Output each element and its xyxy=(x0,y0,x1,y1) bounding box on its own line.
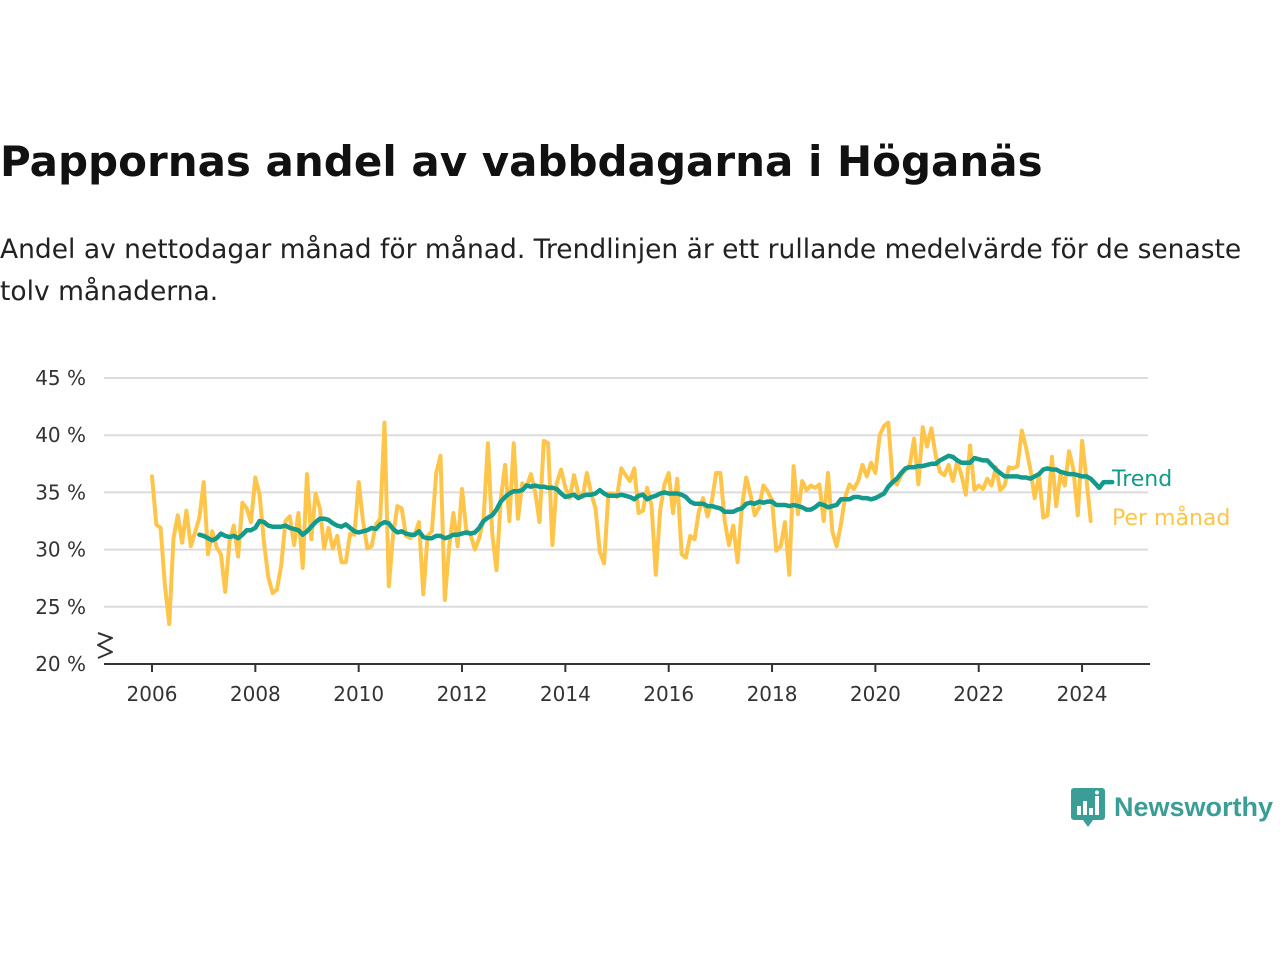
inline-legend: Trend Per månad xyxy=(1111,467,1230,531)
x-tick-label: 2012 xyxy=(437,682,488,706)
x-tick-label: 2006 xyxy=(127,682,178,706)
y-tick-label: 25 % xyxy=(35,595,86,619)
y-tick-label: 45 % xyxy=(35,366,86,390)
legend-label-monthly: Per månad xyxy=(1112,505,1230,531)
x-tick-label: 2022 xyxy=(953,682,1004,706)
newsworthy-logo-icon xyxy=(1071,788,1105,827)
series-lines xyxy=(150,420,1115,626)
grid-lines xyxy=(104,377,1148,608)
trend-series-line xyxy=(197,453,1115,543)
x-tick-label: 2014 xyxy=(540,682,591,706)
x-tick-label: 2008 xyxy=(230,682,281,706)
x-tick-label: 2018 xyxy=(747,682,798,706)
y-tick-label: 30 % xyxy=(35,538,86,562)
legend-label-trend: Trend xyxy=(1111,467,1172,492)
newsworthy-logo: Newsworthy xyxy=(1071,785,1280,829)
y-tick-label: 20 % xyxy=(35,652,86,676)
chart-subtitle: Andel av nettodagar månad för månad. Tre… xyxy=(0,234,1242,307)
chart-title: Pappornas andel av vabbdagarna i Höganäs xyxy=(0,137,1043,186)
x-tick-label: 2020 xyxy=(850,682,901,706)
x-tick-label: 2016 xyxy=(643,682,694,706)
x-tick-label: 2024 xyxy=(1057,682,1108,706)
y-tick-label: 35 % xyxy=(35,480,86,504)
y-tick-label: 40 % xyxy=(35,423,86,447)
brand-name: Newsworthy xyxy=(1114,791,1274,822)
monthly-series-line xyxy=(150,420,1093,626)
axes: 20 % 25 % 30 % 35 % 40 % 45 % 2006 2008 2010 2012… xyxy=(35,366,1150,706)
axis-break-icon xyxy=(97,632,113,659)
x-tick-label: 2010 xyxy=(333,682,384,706)
